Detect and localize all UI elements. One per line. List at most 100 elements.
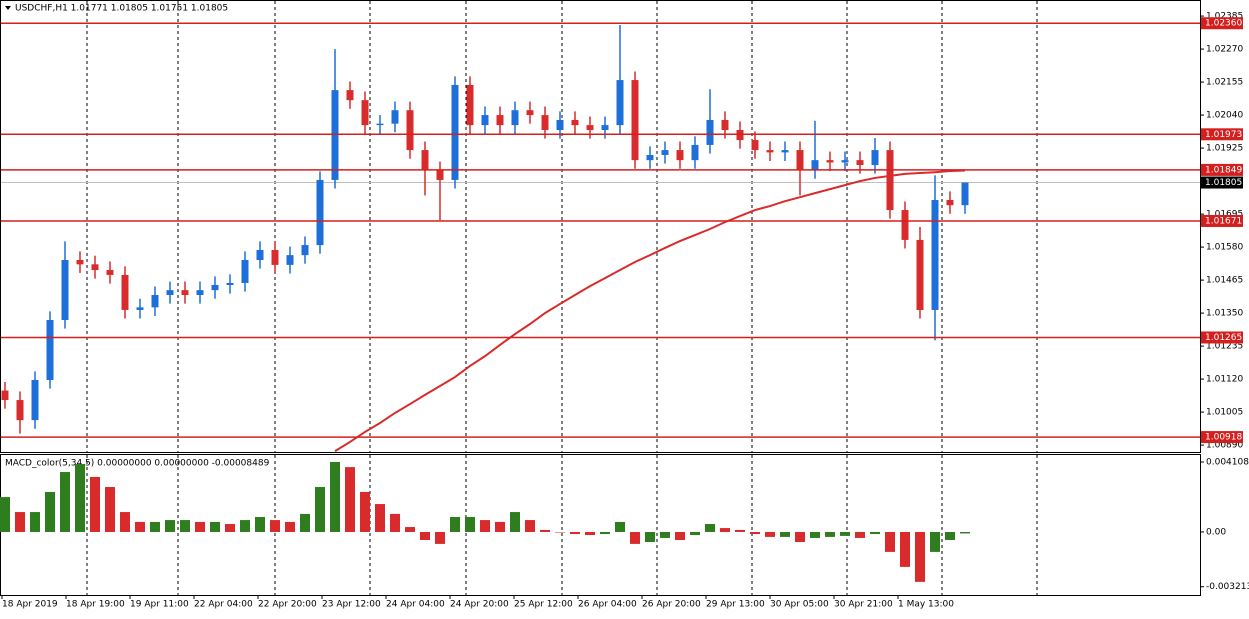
x-tick-label: 26 Apr 04:00 xyxy=(578,600,637,610)
candle-body xyxy=(391,110,399,124)
candle-body xyxy=(691,144,699,161)
candle-body xyxy=(811,160,819,171)
candle-body xyxy=(496,115,504,126)
macd-bar xyxy=(690,531,700,536)
candle-body xyxy=(286,255,294,265)
macd-bar xyxy=(60,472,70,532)
x-tick-label: 25 Apr 12:00 xyxy=(514,600,573,610)
macd-bar xyxy=(735,529,745,532)
macd-bar xyxy=(255,516,265,532)
macd-bar xyxy=(15,512,25,532)
y-tick-label: 0.0041081 xyxy=(1206,458,1249,468)
macd-bar xyxy=(465,516,475,532)
candle-body xyxy=(751,140,759,151)
candle-body xyxy=(601,125,609,131)
candle-body xyxy=(856,160,864,166)
macd-bar xyxy=(210,521,220,532)
candle-body xyxy=(451,84,459,180)
candle-body xyxy=(241,260,249,283)
macd-bar xyxy=(645,531,655,543)
macd-bar xyxy=(630,531,640,544)
candle-body xyxy=(31,379,39,421)
macd-bar xyxy=(870,531,880,535)
candle-body xyxy=(676,150,684,161)
macd-bar xyxy=(375,504,385,532)
x-tick-label: 26 Apr 20:00 xyxy=(642,600,701,610)
macd-bar xyxy=(135,521,145,532)
candle-body xyxy=(541,115,549,131)
macd-bar xyxy=(705,523,715,532)
candle-body xyxy=(226,282,234,285)
candle-body xyxy=(166,290,174,296)
candle-body xyxy=(556,119,564,131)
y-tick-label: 1.01350 xyxy=(1206,309,1243,319)
price-level-box xyxy=(1201,331,1243,344)
candle-body xyxy=(271,249,279,265)
candle-body xyxy=(106,270,114,275)
x-tick-label: 18 Apr 19:00 xyxy=(66,600,125,610)
y-tick-label: -0.003213 xyxy=(1206,582,1249,592)
candle-body xyxy=(61,260,69,320)
macd-bar xyxy=(960,531,970,534)
candle-body xyxy=(646,154,654,161)
candle-body xyxy=(706,119,714,145)
macd-bar xyxy=(795,531,805,543)
marks: 1.02385 1.02270 1.02155 1.02040 1.01925 1.016… xyxy=(0,12,1249,610)
macd-bar xyxy=(315,487,325,532)
macd-bar xyxy=(480,520,490,532)
price-level-box xyxy=(1201,163,1243,176)
candle-body xyxy=(91,264,99,271)
macd-bar xyxy=(165,520,175,532)
price-level-label: 1.00918 xyxy=(1205,433,1242,443)
candle-body xyxy=(136,307,144,310)
x-tick-label: 22 Apr 20:00 xyxy=(258,600,317,610)
macd-bar xyxy=(405,527,415,532)
price-panel xyxy=(0,0,1201,453)
macd-bar xyxy=(525,520,535,532)
macd-bar xyxy=(720,528,730,532)
candle-body xyxy=(466,84,474,126)
candle-body xyxy=(181,290,189,296)
macd-bar xyxy=(150,521,160,532)
candle-body xyxy=(376,123,384,126)
candle-body xyxy=(421,150,429,171)
chart-title: USDCHF,H1 1.01771 1.01805 1.01751 1.0180… xyxy=(15,4,228,14)
candle-body xyxy=(301,245,309,256)
macd-bar xyxy=(450,516,460,532)
candle-body xyxy=(196,290,204,296)
macd-bar xyxy=(540,529,550,532)
candle-body xyxy=(871,150,879,166)
candle-body xyxy=(886,150,894,211)
y-tick-label: 1.01925 xyxy=(1206,144,1243,154)
x-tick-label: 18 Apr 2019 xyxy=(2,600,58,610)
macd-bar xyxy=(240,520,250,532)
price-level-label: 1.02360 xyxy=(1205,19,1242,29)
x-tick-label: 29 Apr 13:00 xyxy=(706,600,765,610)
macd-bar xyxy=(675,531,685,540)
candle-body xyxy=(766,150,774,153)
candle-body xyxy=(796,150,804,171)
candle-body xyxy=(526,110,534,116)
candle-body xyxy=(631,80,639,161)
macd-bar xyxy=(30,512,40,532)
candle-body xyxy=(781,150,789,153)
macd-bar xyxy=(510,512,520,532)
y-tick-label: 1.02270 xyxy=(1206,45,1243,55)
macd-bar xyxy=(900,531,910,567)
macd-bar xyxy=(360,491,370,532)
candle-body xyxy=(661,150,669,155)
candle-body xyxy=(826,160,834,163)
symbol-menu-arrow[interactable] xyxy=(5,6,11,10)
macd-bar xyxy=(180,520,190,532)
x-tick-label: 22 Apr 04:00 xyxy=(194,600,253,610)
macd-bar xyxy=(225,523,235,532)
macd-bar xyxy=(885,531,895,552)
macd-bar xyxy=(660,531,670,538)
macd-bar xyxy=(780,531,790,537)
macd-bar xyxy=(810,531,820,538)
x-tick-label: 24 Apr 20:00 xyxy=(450,600,509,610)
macd-bar xyxy=(570,531,580,535)
macd-bar xyxy=(600,531,610,535)
macd-bar xyxy=(390,513,400,532)
